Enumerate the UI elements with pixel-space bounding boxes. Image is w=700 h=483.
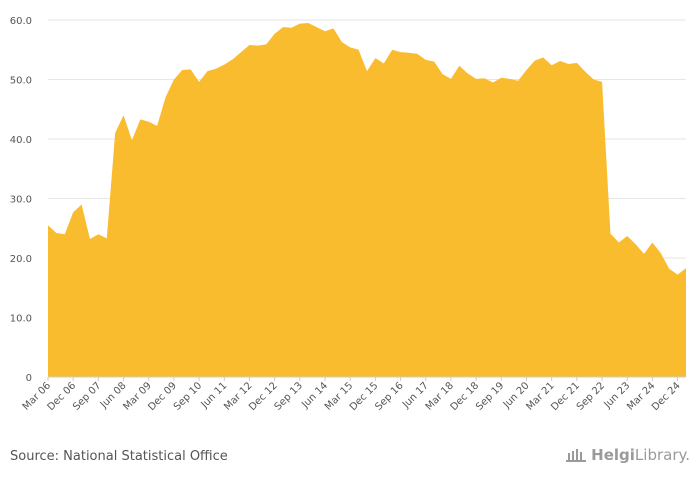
x-tick-label: Sep 10 — [172, 380, 204, 412]
x-tick-label: Sep 07 — [71, 380, 103, 412]
x-tick-label: Dec 24 — [650, 380, 683, 413]
x-tick-label: Sep 16 — [373, 380, 405, 412]
y-tick-label: 30.0 — [10, 195, 32, 206]
series-area — [48, 22, 686, 377]
y-tick-label: 0 — [26, 373, 32, 384]
source-note: Source: National Statistical Office — [10, 449, 228, 464]
series-area-layer — [48, 22, 686, 377]
helgi-library-logo: HelgiLibrary. — [565, 446, 690, 464]
x-tick-label: Sep 13 — [273, 380, 305, 412]
y-tick-label: 60.0 — [10, 16, 32, 27]
y-tick-label: 40.0 — [10, 135, 32, 146]
y-tick-label: 20.0 — [10, 254, 32, 265]
logo-text-bold: Helgi — [591, 446, 635, 464]
logo-text-normal: Library. — [634, 446, 690, 464]
y-tick-label: 50.0 — [10, 76, 32, 87]
y-tick-label: 10.0 — [10, 314, 32, 325]
x-tick-label: Sep 22 — [575, 380, 607, 412]
y-axis: 0 10.0 20.0 30.0 40.0 50.0 60.0 — [10, 16, 32, 384]
library-building-icon — [566, 449, 587, 462]
x-tick-label: Sep 19 — [474, 380, 506, 412]
